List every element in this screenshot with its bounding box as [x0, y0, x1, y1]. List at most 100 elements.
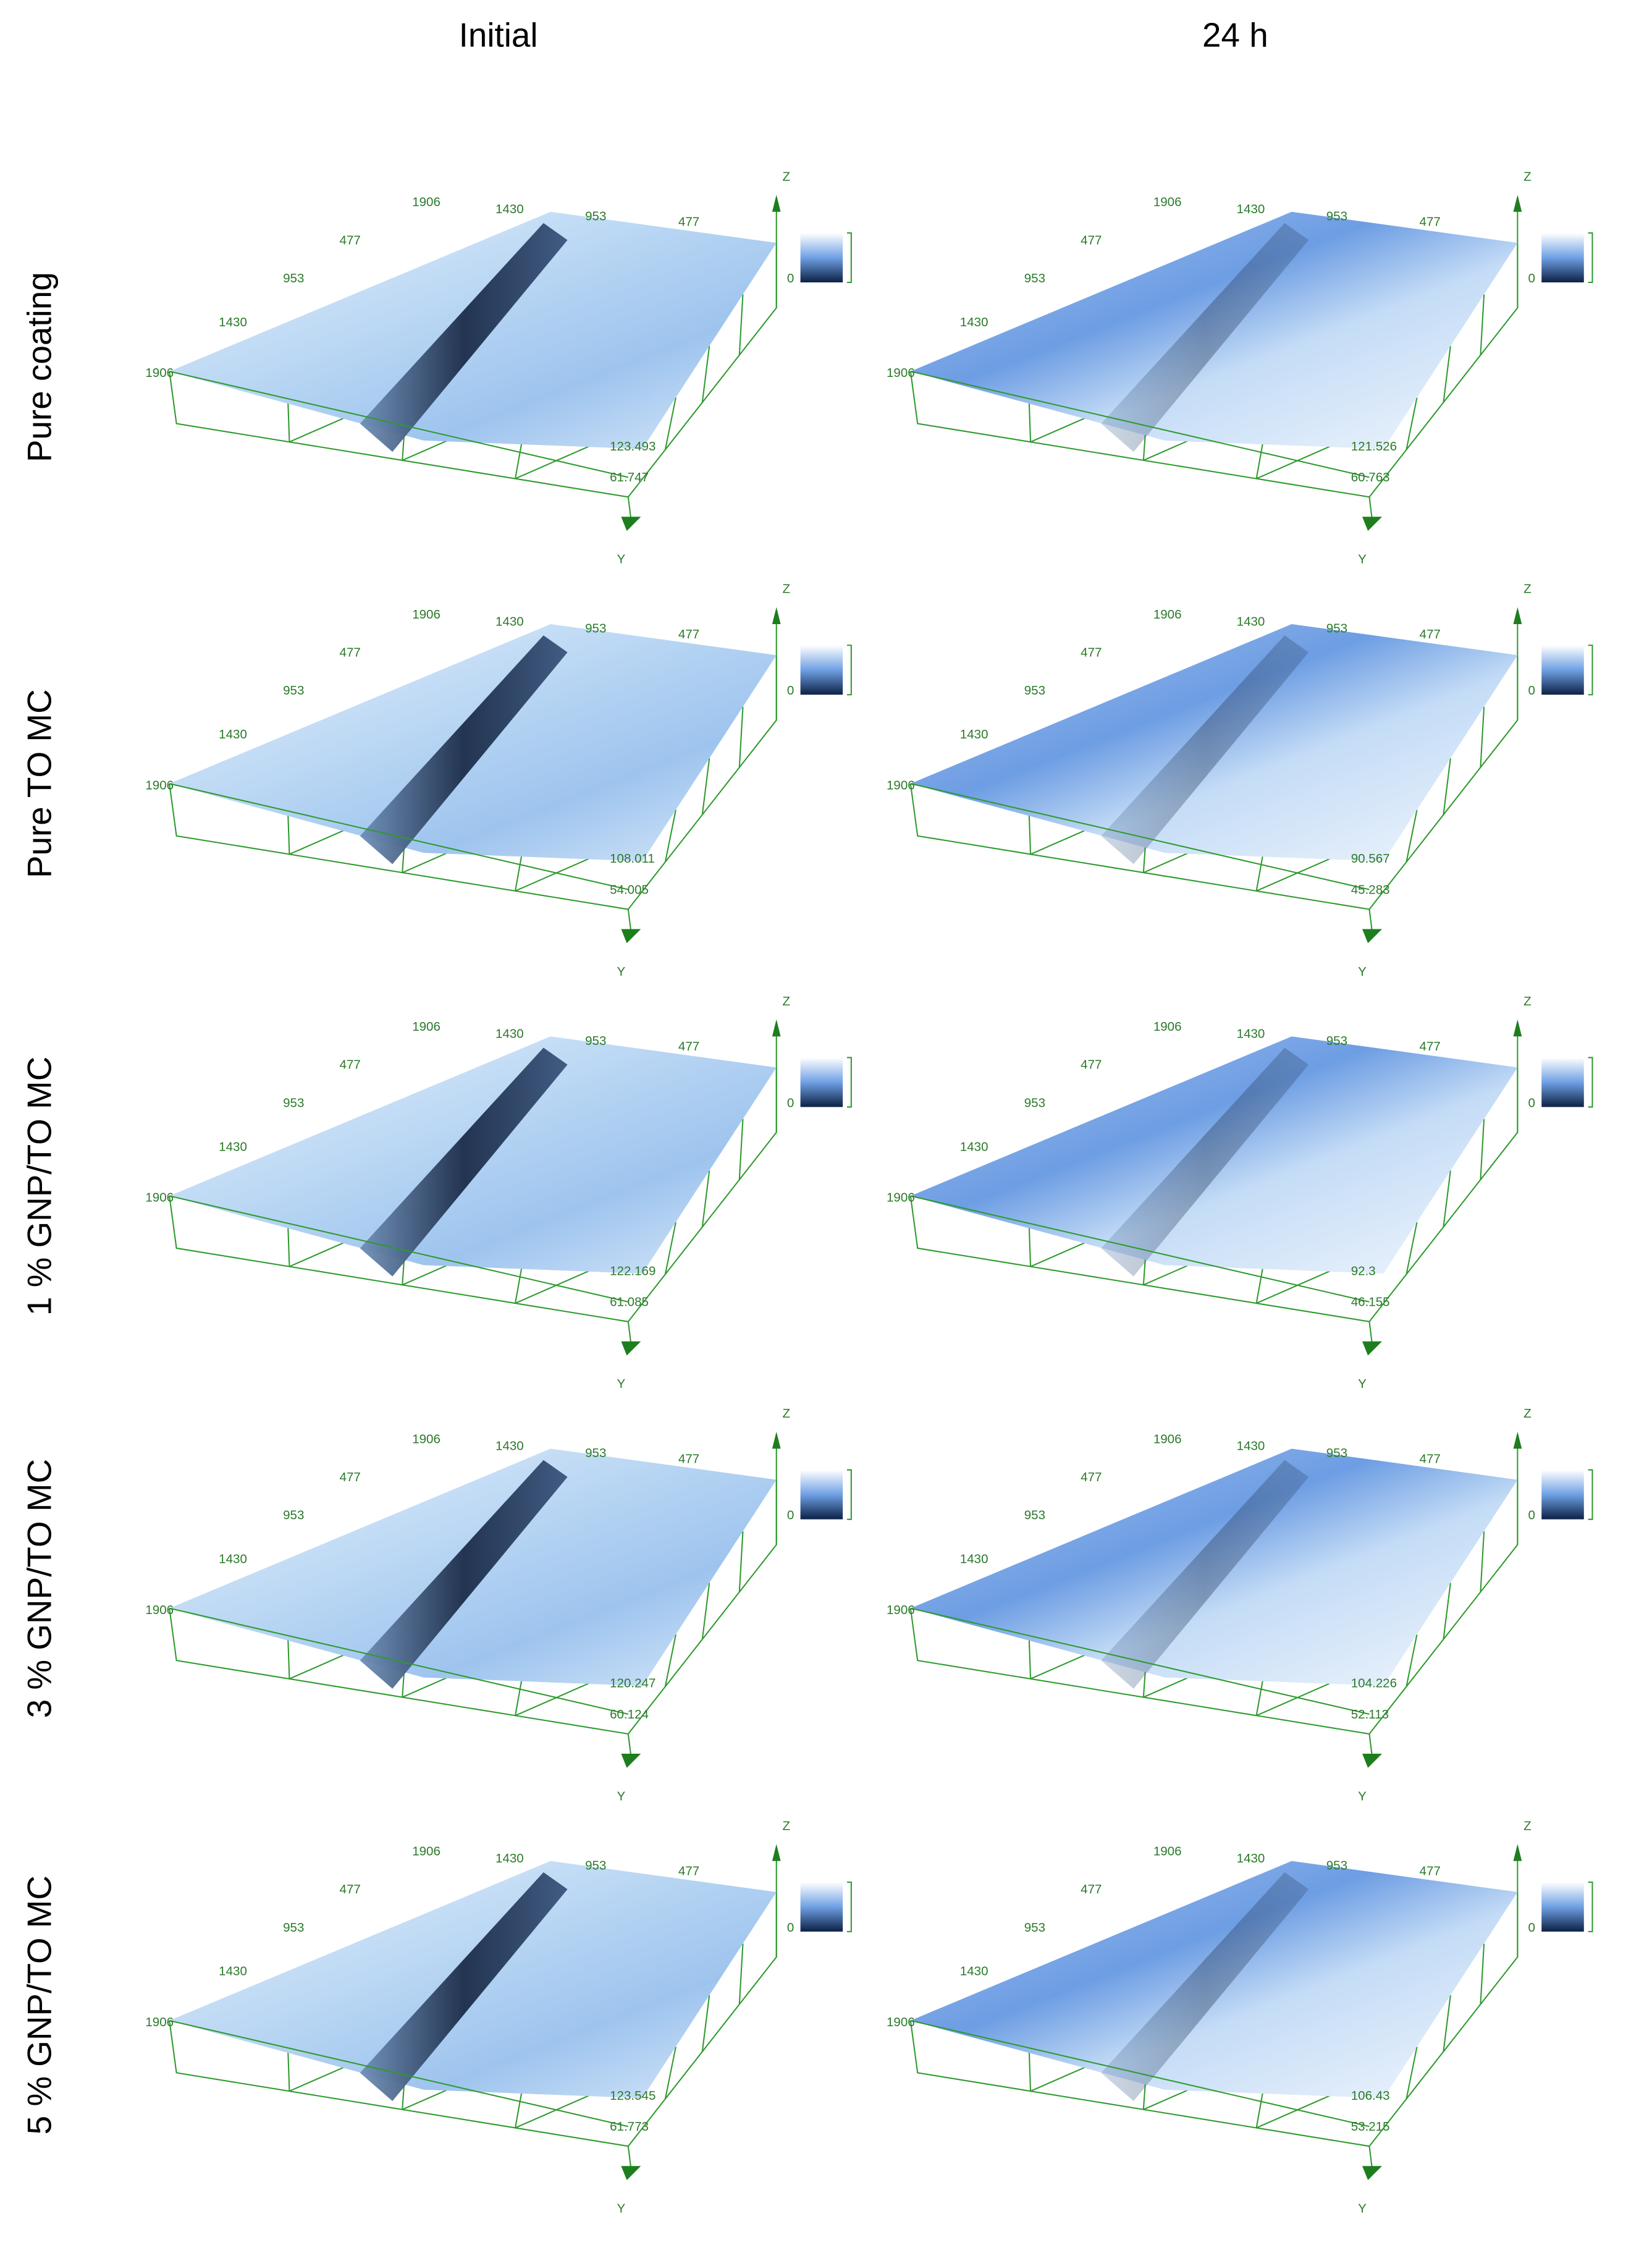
back-tick-label: 953 — [585, 1034, 606, 1048]
wire-grid — [664, 1634, 676, 1687]
scale-zero: 0 — [1528, 683, 1535, 698]
left-tick-label: 477 — [340, 1882, 361, 1896]
wire-edge — [169, 1607, 629, 1715]
color-bar — [1541, 1469, 1584, 1520]
z-arrow — [1513, 607, 1522, 624]
wire-grid — [1443, 1583, 1451, 1640]
surface-panel: Z Y 0 1906 1430 953 477 477 953 1430 1906 108.011 54… — [145, 582, 852, 979]
wire-grid — [1480, 1943, 1485, 2005]
wire-edge — [910, 783, 1370, 890]
surface-panel: Z Y 0 1906 1430 953 477 477 953 1430 1906 92.3 46.15… — [887, 994, 1593, 1391]
color-bar — [800, 233, 843, 283]
color-bar — [800, 1882, 843, 1932]
y-arrow — [621, 929, 641, 944]
y-label: Y — [617, 2202, 626, 2216]
wire-grid — [1480, 294, 1485, 355]
z-label: Z — [1523, 1406, 1532, 1421]
left-tick-label: 1430 — [960, 727, 988, 742]
y-arrow — [621, 2166, 641, 2181]
y-arrow — [1362, 1341, 1383, 1356]
back-tick-label: 477 — [678, 627, 699, 641]
wire-grid — [738, 294, 744, 355]
wire-grid — [1480, 1118, 1485, 1180]
left-tick-label: 1430 — [960, 1139, 988, 1154]
left-tick-label: 1906 — [145, 2015, 174, 2029]
wire-edge — [169, 1195, 629, 1303]
row-label: 3 % GNP/TO MC — [20, 1459, 58, 1718]
z-mid-label: 60.763 — [1351, 470, 1390, 484]
y-label: Y — [617, 1377, 626, 1391]
z-mid-label: 46.155 — [1351, 1295, 1390, 1309]
wire-edge — [910, 1607, 1370, 1715]
left-tick-label: 953 — [1024, 271, 1045, 285]
left-tick-label: 953 — [283, 683, 304, 698]
scratch — [1101, 1047, 1309, 1277]
left-tick-label: 1906 — [145, 366, 174, 380]
left-tick-label: 477 — [1081, 1058, 1102, 1072]
wire-grid — [664, 2046, 676, 2099]
back-tick-label: 1906 — [1153, 1432, 1182, 1446]
back-tick-label: 953 — [1326, 1034, 1347, 1048]
surface-panel: Z Y 0 1906 1430 953 477 477 953 1430 1906 123.493 61… — [145, 169, 852, 567]
z-label: Z — [782, 169, 790, 184]
left-tick-label: 953 — [283, 1096, 304, 1110]
z-max-label: 120.247 — [610, 1676, 655, 1691]
y-axis — [627, 1733, 632, 1757]
z-arrow — [772, 1019, 781, 1037]
back-tick-label: 477 — [1420, 215, 1441, 229]
left-tick-label: 477 — [340, 233, 361, 247]
z-mid-label: 45.283 — [1351, 882, 1390, 897]
wire-edge — [910, 2019, 1370, 2128]
back-tick-label: 1906 — [412, 1844, 440, 1858]
row-label: Pure TO MC — [20, 689, 58, 878]
back-tick-label: 477 — [678, 1864, 699, 1878]
back-tick-label: 953 — [585, 622, 606, 636]
scratch — [1101, 223, 1309, 452]
color-bar-bracket — [847, 1469, 852, 1520]
back-tick-label: 1430 — [495, 614, 524, 628]
scratch — [360, 1460, 568, 1689]
y-arrow — [1362, 2166, 1383, 2181]
left-tick-label: 1430 — [960, 315, 988, 329]
surface-panel: Z Y 0 1906 1430 953 477 477 953 1430 1906 90.567 45.… — [887, 582, 1593, 979]
z-arrow — [1513, 195, 1522, 212]
back-tick-label: 1906 — [1153, 607, 1182, 622]
left-tick-label: 1906 — [145, 778, 174, 792]
y-arrow — [621, 517, 641, 531]
wire-grid — [1443, 758, 1451, 815]
back-tick-label: 1430 — [1237, 202, 1265, 216]
scratch — [360, 1047, 568, 1277]
y-arrow — [621, 1753, 641, 1768]
row-label: 1 % GNP/TO MC — [20, 1057, 58, 1316]
y-label: Y — [1358, 965, 1367, 979]
y-label: Y — [1358, 2202, 1367, 2216]
z-max-label: 92.3 — [1351, 1264, 1376, 1278]
wire-grid — [738, 1531, 744, 1592]
scratch — [360, 1872, 568, 2102]
color-bar-bracket — [1588, 232, 1593, 284]
z-max-label: 122.169 — [610, 1264, 655, 1278]
back-tick-label: 1430 — [1237, 1439, 1265, 1453]
back-tick-label: 477 — [1420, 627, 1441, 641]
color-bar-bracket — [847, 1057, 852, 1108]
z-arrow — [772, 195, 781, 212]
z-max-label: 90.567 — [1351, 852, 1390, 866]
z-mid-label: 60.124 — [610, 1707, 649, 1722]
y-axis — [1368, 1321, 1373, 1345]
y-arrow — [1362, 517, 1383, 531]
wire-grid — [1443, 1995, 1451, 2052]
z-mid-label: 61.747 — [610, 470, 649, 484]
back-tick-label: 477 — [1420, 1452, 1441, 1466]
back-tick-label: 1906 — [412, 195, 440, 209]
row-label: Pure coating — [20, 272, 58, 462]
wire-grid — [664, 397, 676, 450]
z-label: Z — [1523, 1819, 1532, 1833]
back-tick-label: 1430 — [495, 1851, 524, 1866]
y-axis — [1368, 909, 1373, 932]
z-max-label: 106.43 — [1351, 2089, 1390, 2103]
color-bar — [800, 1057, 843, 1107]
scale-zero: 0 — [787, 1096, 794, 1110]
back-tick-label: 1906 — [1153, 1844, 1182, 1858]
